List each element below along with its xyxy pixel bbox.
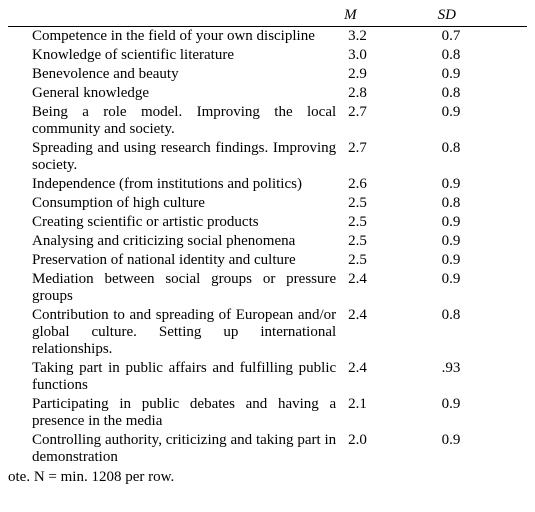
row-label: Consumption of high culture bbox=[8, 194, 340, 213]
row-sd: 0.7 bbox=[434, 27, 527, 47]
row-label: Mediation between social groups or press… bbox=[8, 270, 340, 306]
row-label: Contribution to and spreading of Europea… bbox=[8, 306, 340, 359]
row-m: 2.6 bbox=[340, 175, 433, 194]
row-m: 3.0 bbox=[340, 46, 433, 65]
table-row: Independence (from institutions and poli… bbox=[8, 175, 527, 194]
row-m: 3.2 bbox=[340, 27, 433, 47]
table-row: Contribution to and spreading of Europea… bbox=[8, 306, 527, 359]
row-sd: 0.9 bbox=[434, 213, 527, 232]
table-body: Competence in the field of your own disc… bbox=[8, 27, 527, 468]
table-row: Benevolence and beauty2.90.9 bbox=[8, 65, 527, 84]
row-sd: 0.8 bbox=[434, 46, 527, 65]
row-label: General knowledge bbox=[8, 84, 340, 103]
row-sd: 0.9 bbox=[434, 270, 527, 306]
row-label: Competence in the field of your own disc… bbox=[8, 27, 340, 47]
row-m: 2.0 bbox=[340, 431, 433, 467]
row-label: Knowledge of scientific literature bbox=[8, 46, 340, 65]
row-sd: 0.8 bbox=[434, 84, 527, 103]
row-sd: 0.9 bbox=[434, 65, 527, 84]
row-sd: 0.9 bbox=[434, 395, 527, 431]
row-label: Creating scientific or artistic products bbox=[8, 213, 340, 232]
table-row: Spreading and using research findings. I… bbox=[8, 139, 527, 175]
table-row: Consumption of high culture2.50.8 bbox=[8, 194, 527, 213]
row-label: Independence (from institutions and poli… bbox=[8, 175, 340, 194]
row-m: 2.5 bbox=[340, 213, 433, 232]
row-sd: 0.9 bbox=[434, 175, 527, 194]
table-row: Preservation of national identity and cu… bbox=[8, 251, 527, 270]
row-m: 2.4 bbox=[340, 306, 433, 359]
row-m: 2.4 bbox=[340, 359, 433, 395]
table-row: Competence in the field of your own disc… bbox=[8, 27, 527, 47]
row-sd: 0.9 bbox=[434, 103, 527, 139]
row-m: 2.8 bbox=[340, 84, 433, 103]
row-m: 2.1 bbox=[340, 395, 433, 431]
table-row: Participating in public debates and havi… bbox=[8, 395, 527, 431]
table-row: Controlling authority, criticizing and t… bbox=[8, 431, 527, 467]
row-m: 2.4 bbox=[340, 270, 433, 306]
row-m: 2.9 bbox=[340, 65, 433, 84]
row-m: 2.7 bbox=[340, 139, 433, 175]
table-row: Creating scientific or artistic products… bbox=[8, 213, 527, 232]
table-row: Analysing and criticizing social phenome… bbox=[8, 232, 527, 251]
row-m: 2.7 bbox=[340, 103, 433, 139]
row-label: Preservation of national identity and cu… bbox=[8, 251, 340, 270]
row-sd: 0.8 bbox=[434, 139, 527, 175]
row-sd: 0.8 bbox=[434, 194, 527, 213]
row-sd: 0.9 bbox=[434, 251, 527, 270]
row-sd: 0.9 bbox=[434, 232, 527, 251]
row-label: Controlling authority, criticizing and t… bbox=[8, 431, 340, 467]
row-label: Being a role model. Improving the local … bbox=[8, 103, 340, 139]
col-header-label bbox=[8, 6, 340, 27]
row-label: Spreading and using research findings. I… bbox=[8, 139, 340, 175]
table-note: ote. N = min. 1208 per row. bbox=[8, 469, 527, 486]
table-row: Being a role model. Improving the local … bbox=[8, 103, 527, 139]
stats-table: M SD Competence in the field of your own… bbox=[8, 6, 527, 467]
table-header: M SD bbox=[8, 6, 527, 27]
col-header-m: M bbox=[340, 6, 433, 27]
row-m: 2.5 bbox=[340, 194, 433, 213]
page: M SD Competence in the field of your own… bbox=[0, 0, 535, 498]
row-label: Benevolence and beauty bbox=[8, 65, 340, 84]
row-sd: 0.8 bbox=[434, 306, 527, 359]
table-row: Taking part in public affairs and fulfil… bbox=[8, 359, 527, 395]
row-label: Taking part in public affairs and fulfil… bbox=[8, 359, 340, 395]
row-sd: .93 bbox=[434, 359, 527, 395]
row-m: 2.5 bbox=[340, 232, 433, 251]
row-m: 2.5 bbox=[340, 251, 433, 270]
table-row: Mediation between social groups or press… bbox=[8, 270, 527, 306]
table-row: Knowledge of scientific literature3.00.8 bbox=[8, 46, 527, 65]
row-label: Analysing and criticizing social phenome… bbox=[8, 232, 340, 251]
row-label: Participating in public debates and havi… bbox=[8, 395, 340, 431]
row-sd: 0.9 bbox=[434, 431, 527, 467]
col-header-sd: SD bbox=[434, 6, 527, 27]
note-prefix: ote. bbox=[8, 469, 30, 485]
note-text: N = min. 1208 per row. bbox=[34, 469, 174, 485]
table-row: General knowledge2.80.8 bbox=[8, 84, 527, 103]
